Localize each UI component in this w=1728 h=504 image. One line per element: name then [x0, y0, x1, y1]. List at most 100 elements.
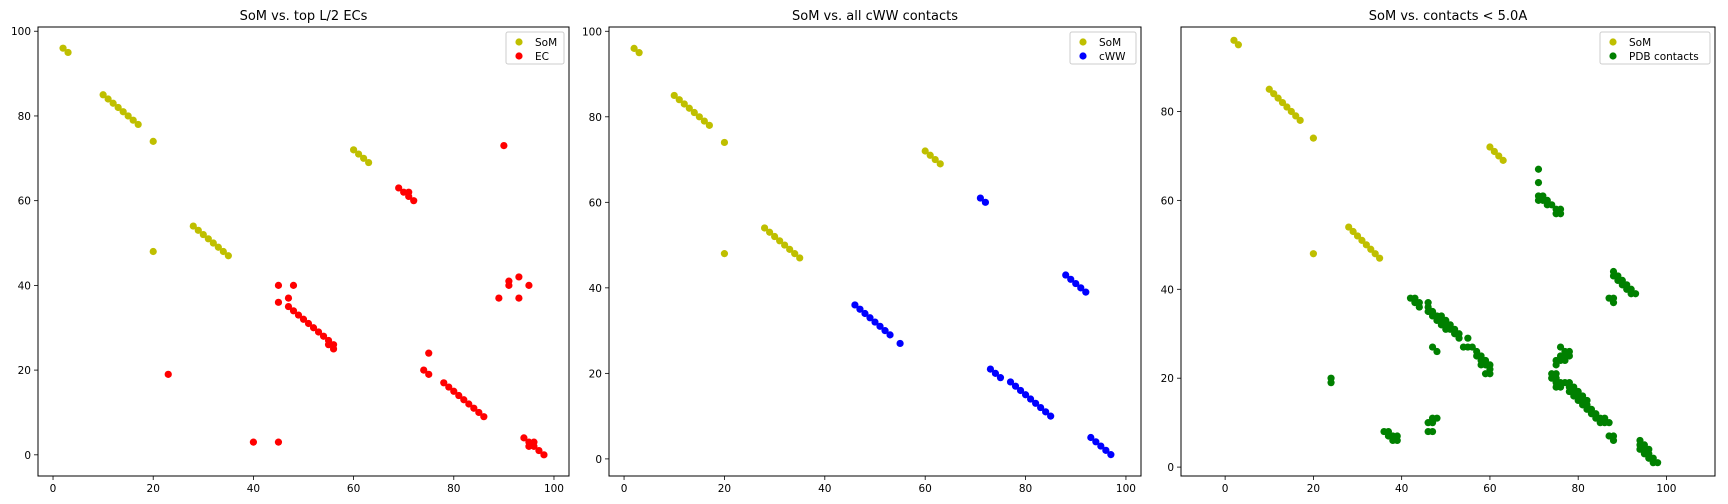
chart2-y-tick-label: 100: [582, 26, 602, 38]
chart2-point-cww: [871, 318, 879, 326]
chart3-point-som: [1375, 254, 1384, 262]
chart2-point-som: [781, 241, 789, 249]
chart1-legend-marker: [515, 38, 523, 46]
chart-panel-1: SoM vs. top L/2 ECs 0 20 40 60 80 100 0 20 40 60 80…: [0, 0, 576, 504]
chart1-point-ec: [284, 294, 293, 302]
chart1-point-ec: [535, 446, 543, 455]
chart1-legend-label: SoM: [535, 37, 557, 49]
chart3-point-som: [1362, 241, 1370, 249]
chart2-x-tick-label: 20: [718, 483, 731, 495]
chart1-point-som: [149, 247, 157, 256]
chart1-point-ec: [480, 413, 488, 421]
chart1-point-ec: [299, 315, 308, 323]
chart2-point-som: [690, 108, 698, 117]
chart1-point-ec: [455, 391, 463, 400]
chart2-point-cww: [1011, 382, 1020, 390]
chart2-point-som: [720, 138, 729, 147]
chart2-legend-label: cWW: [1099, 51, 1126, 63]
chart1-point-ec: [425, 370, 433, 378]
chart1-point-ec: [475, 408, 483, 417]
chart2-point-cww: [1042, 408, 1050, 416]
chart2-point-cww: [866, 314, 874, 322]
scatter-chart-contacts: SoM vs. contacts < 5.0A 0 20 40 60 80 100 0 20 40…: [1161, 9, 1716, 495]
chart3-point-som: [1234, 41, 1242, 49]
chart3-point-pdb-contacts: [1455, 334, 1463, 342]
chart2-axes-frame: [608, 26, 1142, 477]
chart3-point-som: [1353, 232, 1362, 240]
chart2-point-cww: [1092, 438, 1100, 446]
chart1-y-tick-label: 100: [11, 26, 31, 38]
chart2-point-som: [936, 160, 944, 168]
chart2-point-som: [796, 254, 804, 262]
chart3-point-pdb-contacts: [1481, 370, 1490, 378]
chart2-point-som: [760, 224, 769, 232]
chart-panel-3: SoM vs. contacts < 5.0A 0 20 40 60 80 100 0 20 40…: [1152, 0, 1728, 504]
chart2-y-tick-label: 80: [589, 112, 602, 124]
chart2-point-som: [926, 151, 934, 159]
chart3-point-som: [1358, 236, 1366, 244]
chart2-x-tick-label: 80: [1019, 483, 1032, 495]
chart1-point-som: [360, 154, 368, 162]
chart1-point-ec: [395, 184, 403, 192]
chart1-point-som: [104, 95, 112, 103]
chart3-legend-marker: [1609, 38, 1617, 46]
chart2-point-som: [776, 237, 784, 245]
chart2-point-cww: [1062, 271, 1070, 279]
chart1-point-ec: [530, 442, 538, 450]
chart2-y-tick-label: 60: [589, 197, 602, 209]
chart1-point-som: [99, 91, 107, 99]
chart1-point-som: [189, 222, 197, 230]
chart1-point-ec: [319, 332, 328, 340]
chart1-x-tick-label: 20: [147, 483, 160, 495]
chart2-point-cww: [876, 322, 884, 330]
chart2-legend-marker: [1079, 52, 1087, 60]
chart1-point-ec: [164, 370, 172, 378]
chart2-point-cww: [1047, 412, 1055, 420]
chart1-point-som: [194, 226, 202, 234]
chart1-point-ec: [505, 277, 513, 285]
chart2-point-cww: [986, 365, 995, 373]
chart2-point-cww: [1107, 451, 1115, 459]
chart3-axes-frame: [1180, 26, 1716, 477]
chart3-y-tick-label: 40: [1161, 284, 1174, 296]
chart-panel-2: SoM vs. all cWW contacts 0 20 40 60 80 100 0 20 4…: [576, 0, 1152, 504]
chart1-y-tick-label: 40: [18, 280, 31, 292]
chart1-point-ec: [425, 349, 433, 357]
chart3-point-pdb-contacts: [1548, 201, 1556, 209]
chart2-point-cww: [856, 305, 864, 313]
chart3-legend-label: PDB contacts: [1629, 51, 1699, 63]
chart1-point-som: [214, 243, 222, 251]
chart3-point-pdb-contacts: [1561, 356, 1569, 365]
chart1-point-som: [209, 239, 217, 247]
chart1-legend-label: EC: [535, 51, 549, 63]
chart1-point-som: [64, 48, 72, 57]
chart1-x-tick-label: 60: [347, 483, 360, 495]
chart2-point-som: [931, 155, 939, 164]
chart2-point-cww: [861, 309, 869, 318]
chart1-point-ec: [495, 294, 503, 302]
chart1-point-som: [119, 108, 127, 116]
chart1-point-ec: [274, 438, 283, 446]
chart3-point-pdb-contacts: [1556, 383, 1565, 391]
chart1-axes-frame: [37, 26, 570, 477]
chart2-point-cww: [881, 327, 889, 335]
chart3-point-pdb-contacts: [1393, 436, 1401, 445]
chart3-x-tick-label: 100: [1656, 483, 1676, 495]
chart3-y-tick-label: 20: [1161, 373, 1174, 385]
chart2-point-cww: [1077, 284, 1085, 292]
chart3-point-som: [1495, 152, 1503, 160]
chart1-point-ec: [465, 400, 473, 408]
chart2-x-tick-label: 60: [919, 483, 932, 495]
chart3-x-tick-label: 40: [1395, 483, 1408, 495]
chart2-point-cww: [976, 194, 984, 202]
chart2-point-som: [675, 96, 683, 104]
chart3-x-tick-label: 0: [1222, 483, 1229, 495]
chart1-x-tick-label: 40: [247, 483, 260, 495]
chart3-legend: SoM PDB contacts: [1599, 31, 1711, 65]
chart2-y-tick-label: 20: [589, 368, 602, 380]
chart3-point-pdb-contacts: [1609, 436, 1618, 445]
chart2-point-cww: [1016, 386, 1025, 395]
chart1-point-som: [204, 235, 212, 243]
chart1-point-som: [124, 112, 132, 120]
chart3-point-pdb-contacts: [1534, 178, 1543, 187]
